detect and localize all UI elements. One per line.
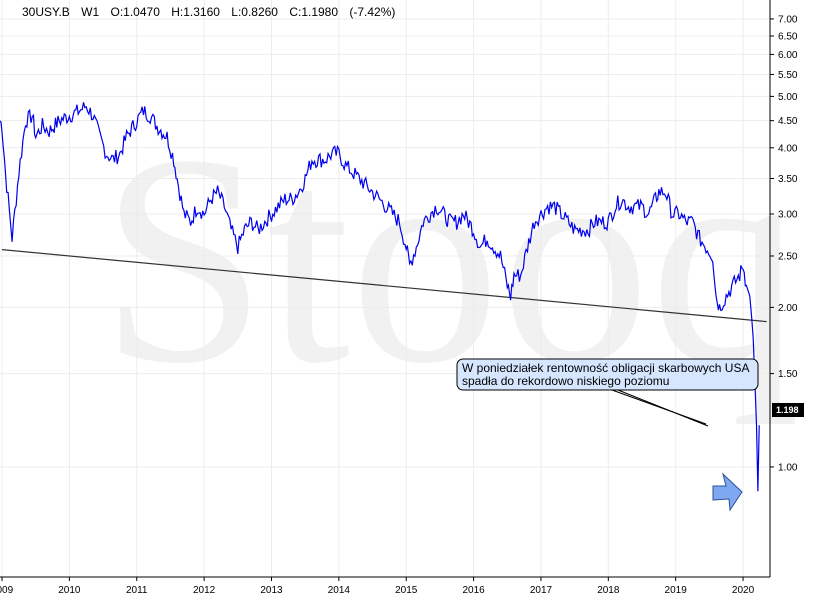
x-tick-label: 2018 <box>597 585 620 596</box>
header-change: (-7.42%) <box>349 5 395 19</box>
x-tick-label: 2019 <box>665 585 688 596</box>
last-value-label: 1.198 <box>776 405 799 415</box>
y-tick-label: 3.50 <box>778 174 798 185</box>
y-tick-label: 5.00 <box>778 92 798 103</box>
arrow-icon <box>712 472 743 512</box>
y-tick-label: 4.00 <box>778 143 798 154</box>
x-tick-label: 2015 <box>395 585 418 596</box>
y-tick-label: 1.00 <box>778 462 798 473</box>
x-tick-label: 2016 <box>462 585 485 596</box>
y-tick-label: 3.00 <box>778 210 798 221</box>
y-tick-label: 6.50 <box>778 31 798 42</box>
x-tick-label: 2013 <box>260 585 283 596</box>
support-trendline <box>1 249 767 323</box>
series-line <box>0 102 760 492</box>
annotation-box <box>456 358 759 391</box>
grid <box>0 0 770 577</box>
y-tick-label: 5.50 <box>778 70 798 81</box>
y-tick-label: 2.00 <box>778 303 798 314</box>
trendline <box>1 249 767 323</box>
x-tick-label: 2011 <box>126 585 148 596</box>
y-tick-label: 4.50 <box>778 116 798 127</box>
x-tick-label: 2017 <box>530 585 553 596</box>
annotation-callout: W poniedziałek rentowność obligacji skar… <box>456 358 759 427</box>
y-tick-label: 1.50 <box>778 369 798 380</box>
header-interval: W1 <box>81 5 99 19</box>
header-open: O:1.0470 <box>111 5 161 19</box>
x-tick-label: 2020 <box>732 585 755 596</box>
last-value-badge: 1.198 <box>772 403 804 417</box>
header-low: L:0.8260 <box>231 5 278 19</box>
y-tick-label: 2.50 <box>778 251 798 262</box>
x-tick-label: 2010 <box>58 585 81 596</box>
annotation-line-1: W poniedziałek rentowność obligacji skar… <box>462 361 749 375</box>
y-tick-label: 6.00 <box>778 50 798 61</box>
chart-header: 30USY.B W1 O:1.0470 H:1.3160 L:0.8260 C:… <box>22 5 395 19</box>
x-axis: 2009 2010 2011 2012 2013 2014 2015 2016 2017 2018… <box>0 576 770 596</box>
y-tick-label: 7.00 <box>778 14 798 25</box>
header-symbol: 30USY.B <box>22 5 70 19</box>
x-tick-label: 2009 <box>0 585 14 596</box>
y-axis: 7.00 6.50 6.00 5.50 5.00 4.50 4.00 3.50 3.00 2.50… <box>769 0 798 577</box>
header-close: C:1.1980 <box>289 5 338 19</box>
x-tick-label: 2014 <box>328 585 351 596</box>
x-tick-label: 2012 <box>193 585 216 596</box>
series-path <box>0 102 760 492</box>
annotation-line-2: spadła do rekordowo niskiego poziomu <box>462 374 669 388</box>
header-high: H:1.3160 <box>171 5 220 19</box>
